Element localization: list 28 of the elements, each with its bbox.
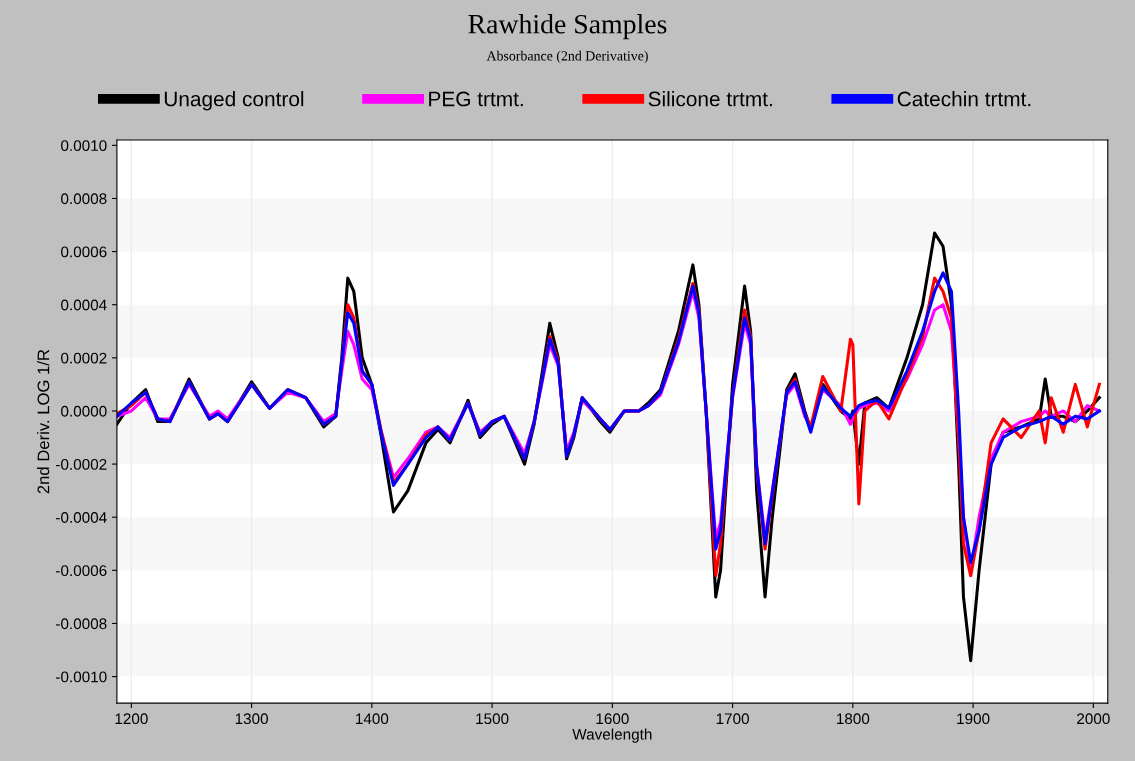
- y-tick-label: 0.0002: [61, 352, 107, 364]
- x-tick-label: 1500: [476, 713, 509, 725]
- legend-label: Unaged control: [164, 91, 304, 111]
- chart-subtitle: Absorbance (2nd Derivative): [486, 50, 648, 64]
- x-tick-label: 1400: [356, 713, 389, 725]
- y-tick-label: 0.0010: [61, 140, 107, 152]
- legend-label: Silicone trtmt.: [648, 91, 772, 107]
- y-tick-label: -0.0006: [56, 565, 107, 577]
- x-tick-label: 1200: [115, 713, 148, 725]
- x-axis-title: Wavelength: [572, 728, 652, 743]
- x-tick-label: 2000: [1077, 713, 1110, 725]
- y-tick-label: -0.0004: [56, 512, 107, 523]
- x-tick-label: 1800: [837, 713, 870, 725]
- y-tick-label: 0.0004: [61, 299, 107, 311]
- y-axis-title: 2nd Deriv. LOG 1/R: [37, 349, 50, 494]
- y-tick-label: -0.0010: [56, 671, 107, 683]
- y-tick-label: -0.0008: [56, 618, 107, 630]
- y-tick-label: 0.0006: [61, 246, 107, 258]
- x-tick-label: 1300: [235, 713, 268, 725]
- chart-title: Rawhide Samples: [468, 14, 667, 40]
- x-tick-label: 1900: [957, 713, 990, 725]
- legend-label: PEG trtmt.: [429, 91, 523, 107]
- y-tick-label: 0.0008: [61, 193, 107, 205]
- x-tick-label: 1600: [596, 713, 629, 725]
- y-tick-label: 0.0000: [61, 405, 107, 417]
- x-tick-label: 1700: [716, 713, 749, 725]
- y-tick-label: -0.0002: [56, 458, 107, 470]
- legend-label: Catechin trtmt.: [897, 91, 1031, 107]
